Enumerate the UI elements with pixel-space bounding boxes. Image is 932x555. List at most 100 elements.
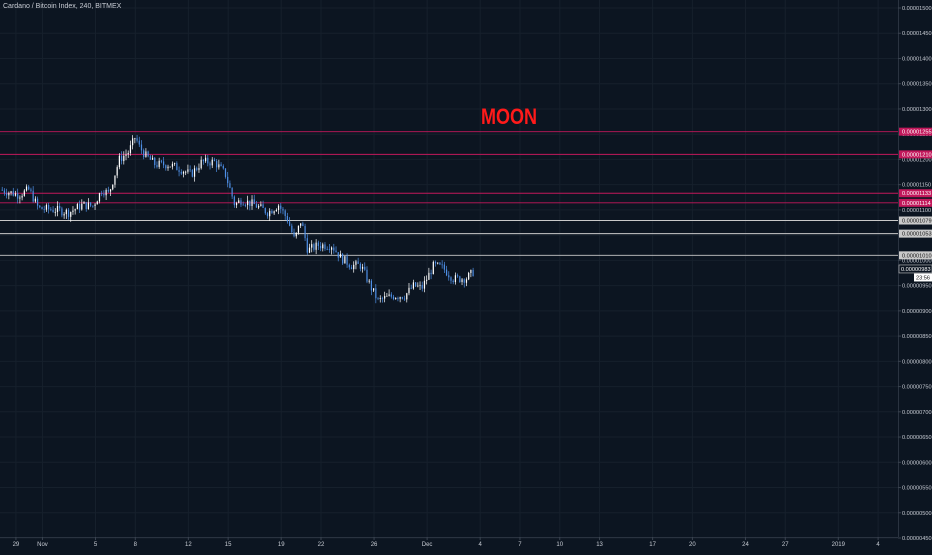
candle-body [452,280,454,283]
candle-body [472,269,474,277]
candle-body [14,193,17,196]
candle-body [145,151,147,157]
time-tick-label: 4 [876,542,880,548]
candle-body [439,262,441,265]
candle-body [87,202,90,210]
price-tick-label: 0.00000600 [902,460,932,466]
candle-body [273,211,275,214]
candle-body [258,205,260,208]
candle-body [12,191,14,196]
price-tick-label: 0.00000700 [902,410,932,416]
candle-body [180,171,182,174]
candle-body [136,138,138,141]
time-tick-label: 29 [13,542,20,548]
time-tick-label: 24 [742,542,749,548]
candle-body [302,223,304,227]
candle-body [224,168,227,177]
candle-body [348,264,350,268]
candle-body [165,165,167,169]
candle-body [207,157,209,164]
candle-body [200,159,202,169]
price-tick-label: 0.00001500 [902,6,932,12]
candle-body [158,160,160,167]
candle-body [32,190,34,202]
price-tick-label: 0.00000850 [902,334,932,340]
candle-body [335,250,337,253]
candle-body [415,282,417,287]
candle-body [187,169,189,172]
candle-body [54,211,56,213]
candle-body [134,138,136,140]
candle-body [357,261,359,264]
candle-body [138,140,140,145]
moon-annotation[interactable]: MOON [481,105,537,129]
candle-body [209,163,211,166]
time-tick-label: Dec [422,542,433,548]
candle-body [149,156,151,160]
candle-body [198,168,200,170]
candle-body [101,193,103,195]
candle-body [147,151,149,157]
candle-body [359,263,361,269]
level-price-label: 0.00001255 [902,130,932,136]
candle-body [162,161,165,166]
grid-lines [0,0,898,539]
price-tick-label: 0.00001300 [902,107,932,113]
candle-body [297,225,300,233]
candle-body [324,244,326,249]
last-price-badge [898,264,932,274]
candle-body [434,261,437,264]
candle-body [213,159,216,161]
candle-body [403,298,406,300]
candle-body [454,275,457,283]
candle-body [81,203,83,210]
candle-body [253,199,255,205]
candle-body [448,275,450,278]
candle-body [21,195,23,198]
candle-body [196,168,198,170]
level-price-label: 0.00001079 [902,219,932,225]
level-price-badge [899,127,932,136]
candle-body [174,163,176,164]
candle-body [154,157,156,166]
chart-title: Cardano / Bitcoin Index, 240, BITMEX [3,3,122,10]
candle-body [244,204,246,206]
candle-body [437,262,439,264]
candle-body [445,269,448,276]
candle-body [306,238,308,253]
countdown-badge [914,273,932,282]
candle-body [384,295,386,299]
candle-body [264,208,266,214]
time-axis[interactable]: 29 Nov 5 8 12 15 19 22 26 Dec 4 7 10 13 17 20 24 27 2019 4 [13,537,881,548]
candle-body [185,171,187,173]
candle-body [260,204,262,206]
level-price-label: 0.00001210 [902,152,932,158]
candle-body [151,157,154,160]
candle-body [337,252,339,258]
candle-body [361,266,364,269]
candle-body [308,247,311,253]
price-tick-label: 0.00000750 [902,385,932,391]
candle-body [443,264,445,270]
candle-body [399,297,401,299]
price-tick-label: 0.00000800 [902,359,932,365]
candle-body [120,155,123,162]
candle-body [242,204,244,206]
level-price-badge [899,216,932,225]
candle-body [368,280,370,282]
candle-body [295,232,297,237]
candle-body [45,204,48,210]
candle-body [50,209,52,211]
candle-body [450,277,452,281]
candle-body [277,205,280,210]
price-tick-label: 0.00000550 [902,486,932,492]
candle-body [123,155,125,162]
candle-body [421,284,423,289]
candle-body [3,190,6,194]
candle-body [246,200,249,206]
candle-body [182,171,185,174]
level-price-badge [899,229,932,238]
candle-body [412,282,415,289]
